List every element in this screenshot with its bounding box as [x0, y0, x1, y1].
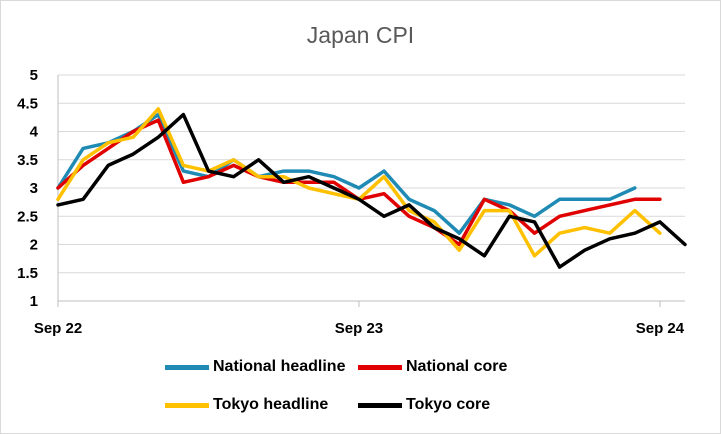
legend-swatch — [165, 364, 209, 370]
legend-swatch — [358, 364, 402, 370]
y-tick-label: 5 — [30, 67, 38, 84]
series-lines — [56, 107, 687, 269]
legend-item-tokyo-core: Tokyo core — [358, 396, 490, 414]
legend-item-national-headline: National headline — [165, 358, 345, 376]
y-tick-label: 4 — [30, 124, 39, 141]
legend-label: National headline — [213, 358, 346, 375]
y-tick-label: 4.5 — [17, 95, 38, 112]
y-tick-label: 2.5 — [17, 208, 38, 225]
legend-item-national-core: National core — [358, 358, 507, 376]
chart-title: Japan CPI — [306, 22, 415, 48]
y-tick-label: 3 — [30, 180, 38, 197]
y-tick-label: 2 — [30, 237, 38, 254]
gridlines — [58, 74, 685, 274]
x-tick-labels: Sep 22 Sep 23 Sep 24 — [34, 320, 685, 337]
axes — [57, 75, 685, 307]
y-tick-label: 3.5 — [17, 152, 38, 169]
y-tick-label: 1.5 — [17, 265, 38, 282]
legend-label: Tokyo headline — [213, 396, 329, 413]
series-line-national-core — [56, 118, 662, 247]
legend-label: Tokyo core — [406, 396, 491, 413]
x-tick-label: Sep 22 — [34, 320, 82, 337]
legend-swatch — [358, 402, 402, 408]
x-tick-label: Sep 23 — [335, 320, 383, 337]
x-tick-label: Sep 24 — [636, 320, 685, 337]
y-tick-labels: 1 1.5 2 2.5 3 3.5 4 4.5 5 — [17, 67, 39, 310]
series-line-national-headline — [56, 112, 637, 235]
y-tick-label: 1 — [30, 293, 38, 310]
legend-swatch — [165, 402, 209, 408]
legend-item-tokyo-headline: Tokyo headline — [165, 396, 328, 414]
series-line-tokyo-headline — [56, 107, 662, 258]
series-line-tokyo-core — [56, 112, 687, 269]
legend-label: National core — [406, 358, 508, 375]
